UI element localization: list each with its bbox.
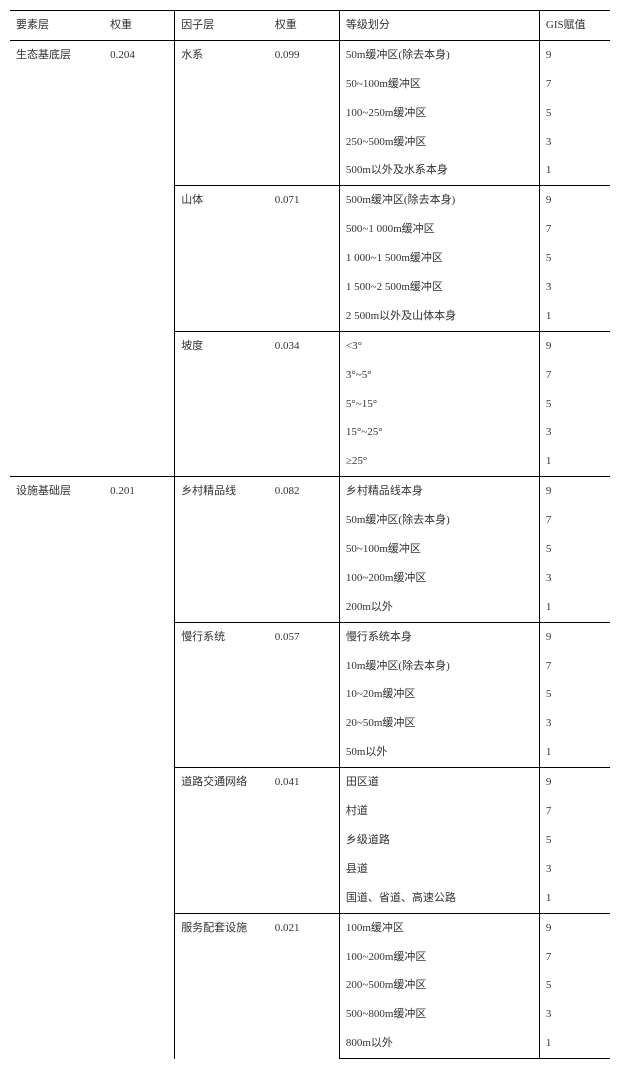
- gis-cell: 5: [539, 680, 610, 709]
- grade-cell: 10~20m缓冲区: [339, 680, 539, 709]
- grade-cell: 500~800m缓冲区: [339, 1000, 539, 1029]
- grade-cell: 10m缓冲区(除去本身): [339, 652, 539, 681]
- gis-cell: 1: [539, 738, 610, 767]
- header-weight2: 权重: [269, 11, 340, 41]
- grade-cell: 100~200m缓冲区: [339, 564, 539, 593]
- grade-cell: 100m缓冲区: [339, 913, 539, 942]
- factor-name: 山体: [175, 186, 269, 331]
- layer-name: 设施基础层: [10, 477, 104, 1059]
- grade-cell: 20~50m缓冲区: [339, 709, 539, 738]
- grade-cell: 200~500m缓冲区: [339, 971, 539, 1000]
- gis-cell: 3: [539, 418, 610, 447]
- factor-name: 道路交通网络: [175, 768, 269, 913]
- gis-cell: 3: [539, 273, 610, 302]
- gis-cell: 9: [539, 477, 610, 506]
- layer-weight: 0.201: [104, 477, 175, 1059]
- gis-cell: 9: [539, 40, 610, 69]
- factor-name: 慢行系统: [175, 622, 269, 767]
- layer-weight: 0.204: [104, 40, 175, 476]
- grade-cell: 县道: [339, 855, 539, 884]
- gis-cell: 3: [539, 1000, 610, 1029]
- gis-cell: 1: [539, 447, 610, 476]
- gis-cell: 7: [539, 361, 610, 390]
- grade-cell: 800m以外: [339, 1029, 539, 1058]
- gis-cell: 1: [539, 302, 610, 331]
- gis-cell: 7: [539, 506, 610, 535]
- layer-name: 生态基底层: [10, 40, 104, 476]
- grade-cell: 50m以外: [339, 738, 539, 767]
- header-factor: 因子层: [175, 11, 269, 41]
- header-gis: GIS赋值: [539, 11, 610, 41]
- gis-cell: 7: [539, 215, 610, 244]
- grade-cell: 1 500~2 500m缓冲区: [339, 273, 539, 302]
- grade-cell: 500~1 000m缓冲区: [339, 215, 539, 244]
- grade-cell: 100~200m缓冲区: [339, 943, 539, 972]
- gis-cell: 3: [539, 855, 610, 884]
- gis-cell: 5: [539, 99, 610, 128]
- factor-name: 水系: [175, 40, 269, 185]
- factor-weight: 0.071: [269, 186, 340, 331]
- gis-cell: 9: [539, 913, 610, 942]
- factor-name: 服务配套设施: [175, 913, 269, 1058]
- grade-cell: 乡村精品线本身: [339, 477, 539, 506]
- factor-name: 坡度: [175, 331, 269, 476]
- grade-cell: 1 000~1 500m缓冲区: [339, 244, 539, 273]
- gis-cell: 3: [539, 128, 610, 157]
- grade-cell: 250~500m缓冲区: [339, 128, 539, 157]
- factor-weight: 0.034: [269, 331, 340, 476]
- grade-cell: ≥25°: [339, 447, 539, 476]
- gis-cell: 9: [539, 331, 610, 360]
- grade-cell: 乡级道路: [339, 826, 539, 855]
- grade-cell: 500m以外及水系本身: [339, 156, 539, 185]
- gis-cell: 7: [539, 652, 610, 681]
- grade-cell: 15°~25°: [339, 418, 539, 447]
- grade-cell: 50~100m缓冲区: [339, 535, 539, 564]
- factor-weight: 0.082: [269, 477, 340, 622]
- grade-cell: 100~250m缓冲区: [339, 99, 539, 128]
- grade-cell: 50m缓冲区(除去本身): [339, 506, 539, 535]
- gis-cell: 3: [539, 564, 610, 593]
- header-weight1: 权重: [104, 11, 175, 41]
- grade-cell: 3°~5°: [339, 361, 539, 390]
- header-grade: 等级划分: [339, 11, 539, 41]
- gis-cell: 9: [539, 768, 610, 797]
- factor-weight: 0.041: [269, 768, 340, 913]
- grade-cell: 国道、省道、高速公路: [339, 884, 539, 913]
- grade-cell: 村道: [339, 797, 539, 826]
- factor-name: 乡村精品线: [175, 477, 269, 622]
- table-row: 生态基底层0.204水系0.09950m缓冲区(除去本身)9: [10, 40, 610, 69]
- gis-cell: 1: [539, 593, 610, 622]
- gis-cell: 3: [539, 709, 610, 738]
- header-layer: 要素层: [10, 11, 104, 41]
- gis-cell: 9: [539, 186, 610, 215]
- gis-cell: 5: [539, 390, 610, 419]
- grade-cell: <3°: [339, 331, 539, 360]
- factor-weight: 0.021: [269, 913, 340, 1058]
- grade-cell: 5°~15°: [339, 390, 539, 419]
- gis-cell: 7: [539, 943, 610, 972]
- gis-cell: 5: [539, 971, 610, 1000]
- grade-cell: 田区道: [339, 768, 539, 797]
- factor-table: 要素层 权重 因子层 权重 等级划分 GIS赋值 生态基底层0.204水系0.0…: [10, 10, 610, 1059]
- gis-cell: 9: [539, 622, 610, 651]
- factor-weight: 0.099: [269, 40, 340, 185]
- table-row: 设施基础层0.201乡村精品线0.082乡村精品线本身9: [10, 477, 610, 506]
- gis-cell: 5: [539, 826, 610, 855]
- gis-cell: 7: [539, 70, 610, 99]
- gis-cell: 1: [539, 156, 610, 185]
- grade-cell: 50m缓冲区(除去本身): [339, 40, 539, 69]
- gis-cell: 5: [539, 535, 610, 564]
- gis-cell: 5: [539, 244, 610, 273]
- header-row: 要素层 权重 因子层 权重 等级划分 GIS赋值: [10, 11, 610, 41]
- grade-cell: 慢行系统本身: [339, 622, 539, 651]
- grade-cell: 500m缓冲区(除去本身): [339, 186, 539, 215]
- factor-weight: 0.057: [269, 622, 340, 767]
- grade-cell: 200m以外: [339, 593, 539, 622]
- grade-cell: 50~100m缓冲区: [339, 70, 539, 99]
- gis-cell: 7: [539, 797, 610, 826]
- gis-cell: 1: [539, 884, 610, 913]
- gis-cell: 1: [539, 1029, 610, 1058]
- grade-cell: 2 500m以外及山体本身: [339, 302, 539, 331]
